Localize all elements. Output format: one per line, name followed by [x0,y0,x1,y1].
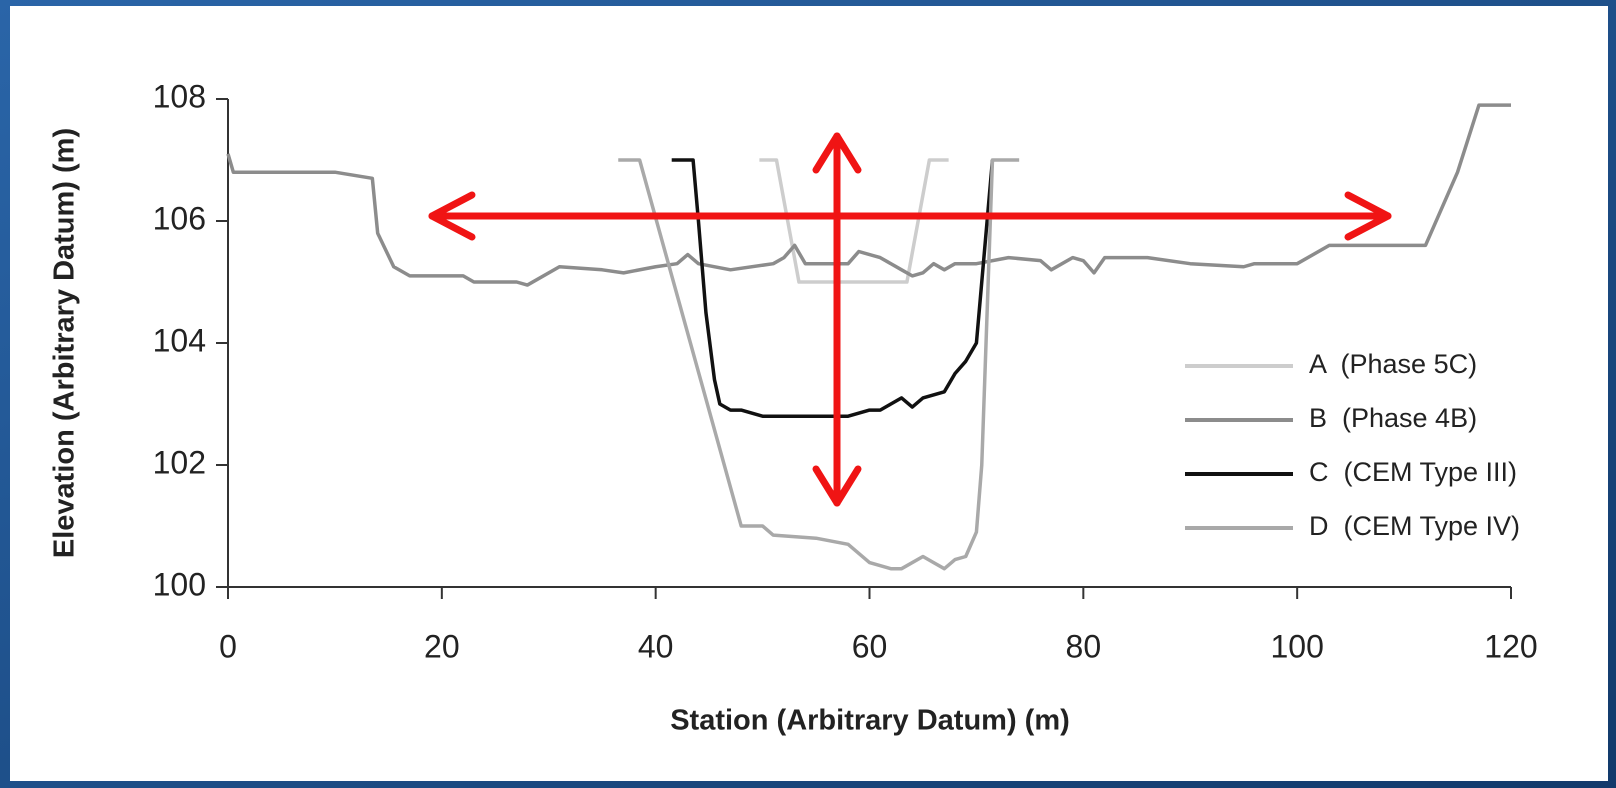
legend-label: D (CEM Type IV) [1309,511,1520,541]
series-line [671,158,995,418]
series-line [226,103,1511,287]
series-line [759,158,949,284]
y-tick-label: 106 [153,200,206,236]
arrow-head [812,132,862,174]
y-tick-label: 102 [153,444,206,480]
x-tick-label: 80 [1066,628,1102,664]
legend-label: A (Phase 5C) [1309,349,1477,379]
x-tick-label: 0 [219,628,237,664]
y-tick-label: 100 [153,566,206,602]
legend-label: B (Phase 4B) [1309,403,1477,433]
legend-label: C (CEM Type III) [1309,457,1517,487]
x-tick-label: 120 [1484,628,1537,664]
y-axis-label: Elevation (Arbitrary Datum) (m) [49,128,81,558]
arrows [428,132,1392,507]
x-tick-label: 100 [1270,628,1323,664]
x-axis-label: Station (Arbitrary Datum) (m) [670,705,1070,737]
x-tick-label: 60 [852,628,888,664]
x-tick-label: 40 [638,628,674,664]
arrow-head [812,465,862,507]
arrow-head [428,191,476,241]
arrow-head [1344,191,1392,241]
y-tick-label: 104 [153,322,206,358]
panel [10,6,1608,781]
x-tick-label: 20 [424,628,460,664]
series-line [618,158,1020,571]
y-tick-label: 108 [153,78,206,114]
